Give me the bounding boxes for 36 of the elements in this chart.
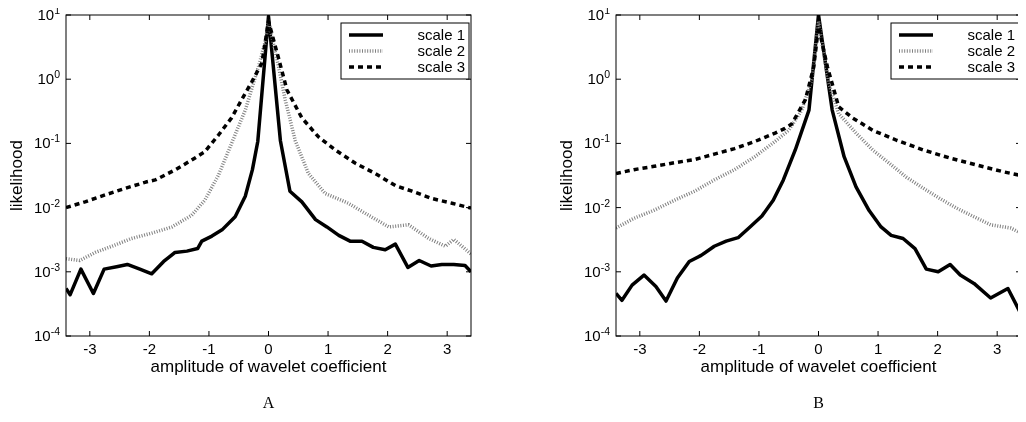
x-tick-label: 0: [264, 340, 273, 357]
legend-label: scale 3: [417, 58, 465, 75]
y-tick-label: 10$^{-4}$: [33, 325, 61, 344]
y-tick-label: 10$^{-4}$: [583, 325, 611, 344]
legend-label: scale 1: [417, 26, 465, 43]
x-tick-label: 1: [323, 340, 333, 357]
legend-label: scale 1: [967, 26, 1015, 43]
x-tick-label: 1: [873, 340, 883, 357]
legend-label: scale 2: [967, 42, 1015, 59]
x-tick-label: -2: [692, 340, 707, 357]
text: B: [813, 394, 824, 411]
x-tick-label: -2: [142, 340, 157, 357]
x-tick-label: 3: [443, 340, 452, 357]
x-tick-label: 2: [933, 340, 942, 357]
y-tick-label: 10$^{-2}$: [33, 196, 61, 216]
y-axis-title: likelihood: [7, 140, 26, 211]
y-tick-label: 10$^{-3}$: [583, 260, 611, 280]
x-tick-label: -1: [752, 340, 766, 357]
x-tick-label: -3: [633, 340, 647, 357]
y-tick-label: 10$^{-3}$: [33, 260, 61, 280]
x-tick-label: 2: [383, 340, 392, 357]
x-axis-title: amplitude of wavelet coefficient: [150, 357, 387, 376]
legend-label: scale 3: [967, 58, 1015, 75]
x-tick-label: -3: [83, 340, 97, 357]
y-tick-label: 10$^{-1}$: [583, 132, 611, 152]
x-tick-label: -1: [202, 340, 216, 357]
y-tick-label: 10$^{-2}$: [583, 196, 611, 216]
x-tick-label: 3: [993, 340, 1002, 357]
text: A: [262, 394, 275, 411]
y-tick-label: 10$^{0}$: [587, 68, 611, 88]
y-axis-title: likelihood: [557, 140, 576, 211]
x-tick-label: 0: [814, 340, 823, 357]
x-axis-title: amplitude of wavelet coefficient: [700, 357, 937, 376]
y-tick-label: 10$^{-1}$: [33, 132, 61, 152]
legend-label: scale 2: [417, 42, 465, 59]
y-tick-label: 10$^{0}$: [37, 68, 61, 88]
